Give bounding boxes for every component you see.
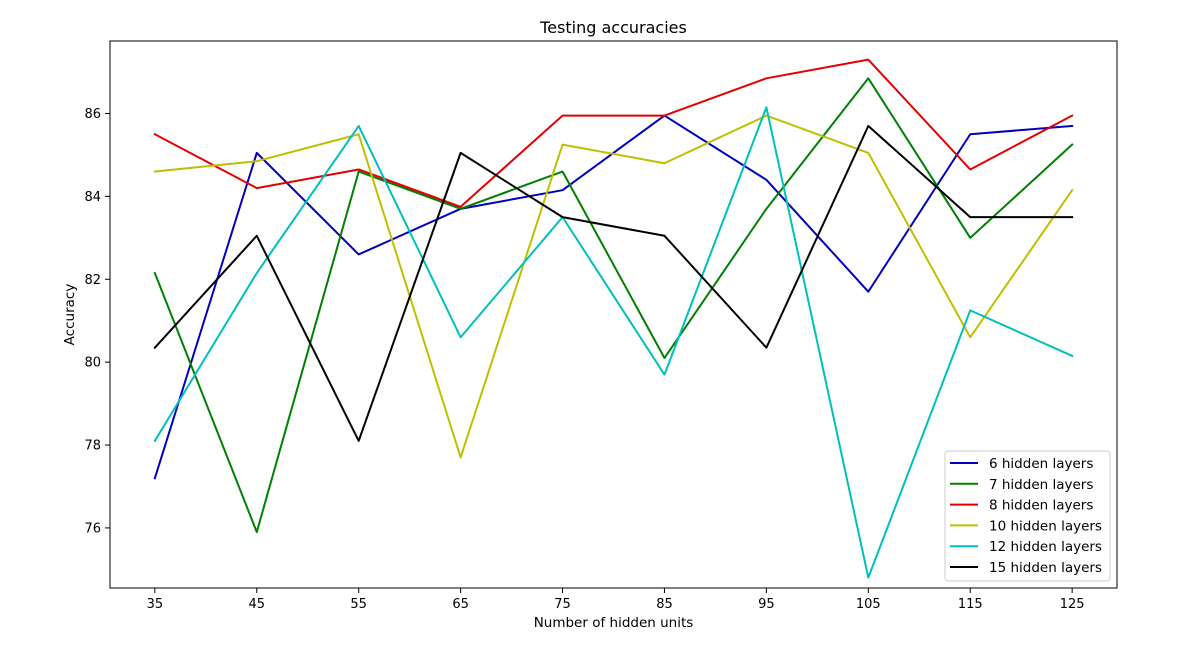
legend-frame <box>944 450 1111 582</box>
series-line-3 <box>153 114 1074 459</box>
x-tick-label: 105 <box>856 597 881 612</box>
y-axis: 76 78 80 82 84 86 <box>84 107 110 536</box>
legend-label-3: 10 hidden layers <box>989 518 1102 534</box>
x-tick-label: 75 <box>554 597 571 612</box>
legend-label-4: 12 hidden layers <box>989 539 1102 555</box>
x-tick-label: 95 <box>758 597 775 612</box>
series-line-4 <box>153 106 1074 579</box>
x-tick-label: 65 <box>452 597 469 612</box>
x-tick-label: 45 <box>248 597 265 612</box>
x-axis: 35 45 55 65 75 85 95 105 115 125 <box>147 588 1085 612</box>
series-line-1 <box>153 77 1074 534</box>
legend-label-2: 8 hidden layers <box>989 498 1093 514</box>
y-tick-label: 82 <box>84 273 101 288</box>
series-layer <box>153 58 1074 579</box>
y-tick-label: 78 <box>84 439 101 454</box>
x-tick-label: 85 <box>656 597 673 612</box>
x-tick-label: 35 <box>147 597 164 612</box>
legend-label-0: 6 hidden layers <box>989 456 1093 472</box>
series-line-2 <box>153 58 1074 208</box>
x-axis-label: Number of hidden units <box>534 615 694 631</box>
legend-label-1: 7 hidden layers <box>989 477 1093 493</box>
y-tick-label: 84 <box>84 190 101 205</box>
y-tick-label: 76 <box>84 521 101 536</box>
y-tick-label: 80 <box>84 356 101 371</box>
plot-frame <box>109 40 1118 589</box>
series-line-5 <box>153 124 1074 442</box>
x-tick-label: 115 <box>958 597 983 612</box>
legend-label-5: 15 hidden layers <box>989 560 1102 576</box>
chart-title: Testing accuracies <box>539 18 687 37</box>
y-tick-label: 86 <box>84 107 101 122</box>
legend: 6 hidden layers 7 hidden layers 8 hidden l… <box>944 450 1111 582</box>
x-tick-label: 125 <box>1060 597 1085 612</box>
x-tick-label: 55 <box>350 597 367 612</box>
y-axis-label: Accuracy <box>62 284 78 346</box>
series-line-0 <box>153 114 1074 480</box>
